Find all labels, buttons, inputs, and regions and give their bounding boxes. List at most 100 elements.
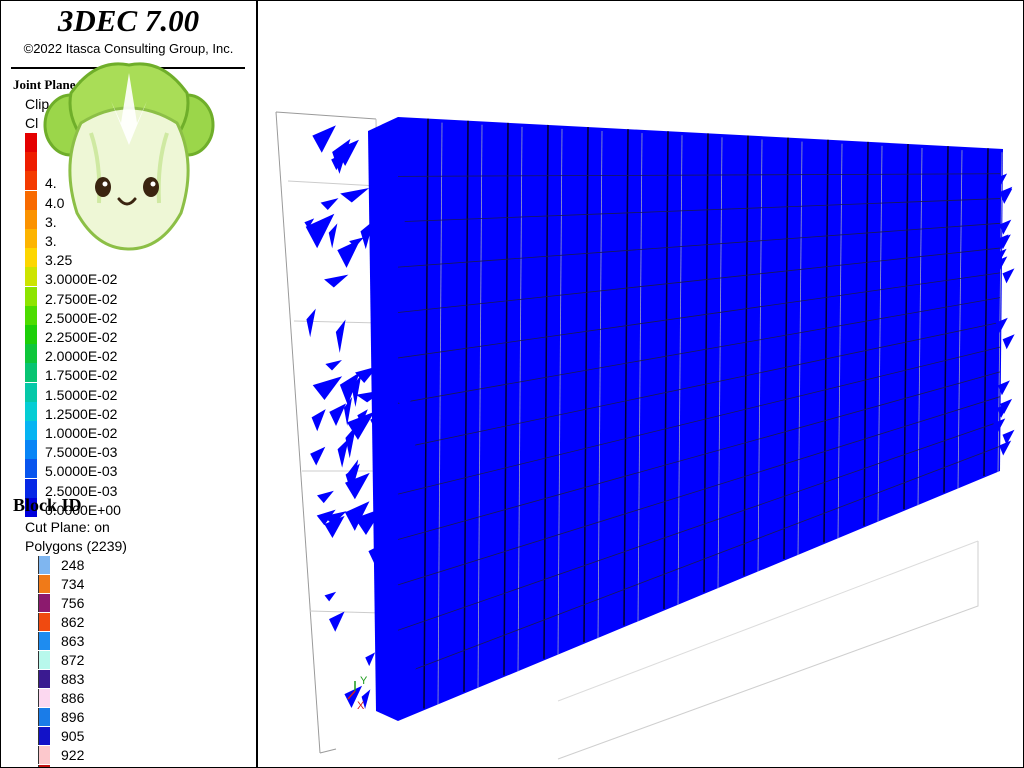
axis-triad: Y X [347,675,368,712]
joint-fragment [329,403,347,427]
joint-scale-label: 5.0000E-03 [45,463,118,480]
joint-fragment [312,376,343,401]
block-id-swatch [38,727,50,745]
column-edge [957,150,963,489]
joint-fragment [317,490,334,504]
block-id-swatch [38,765,50,767]
polygon-count: Polygons (2239) [25,538,127,554]
block-rows [397,173,1001,676]
joint-scale-label: 2.0000E-02 [45,348,118,365]
joint-fragment [312,125,336,153]
joint-fragment [325,360,342,371]
column-divider [623,129,629,626]
joint-fragment [345,425,357,459]
joint-fragment [381,376,400,398]
joint-scale-label: 0.0000E+00 [45,501,121,518]
joint-scale-label: 3.25 [45,252,73,269]
joint-scale-label: 3. [45,213,57,230]
column-edge [437,122,443,705]
joint-fragment [337,438,349,468]
column-divider [543,124,549,659]
joint-fragment [349,237,365,248]
joint-fragment [345,472,370,500]
block-id-swatch [38,613,50,631]
joint-scale-swatch [25,344,37,364]
row-divider [397,321,1001,450]
joint-fragment [339,372,360,406]
column-edge [917,147,923,506]
joint-fragment [371,189,400,207]
block-id-label: 922 [61,747,85,763]
block-id-swatch [38,594,50,612]
joint-fragment [304,218,315,229]
column-divider [983,148,989,476]
joint-fragment [365,652,376,667]
joint-scale-swatch [25,382,37,402]
row-divider [397,445,1001,676]
joint-scale-label: 2.5000E-03 [45,482,118,499]
joint-fragment [335,319,346,353]
joint-scale-label: 7.5000E-03 [45,444,118,461]
joint-fragment [343,396,353,426]
joint-fragment [356,390,384,403]
joint-fragments [304,125,1015,709]
column-divider [503,122,509,676]
legend-panel: 3DEC 7.00 ©2022 Itasca Consulting Group,… [1,1,258,767]
axis-y-label: Y [360,675,368,687]
joint-fragment [995,173,1008,189]
clip-line: Cl [25,115,39,131]
joint-scale-swatch [25,478,37,498]
joint-fragment [340,188,370,203]
block-id-swatch [38,746,50,764]
column-divider [663,131,669,609]
joint-scale-label: 3. [45,233,57,249]
joint-fragment [994,248,1007,264]
block-id-label: 905 [61,728,85,744]
joint-fragment [323,511,347,526]
joint-fragment [324,515,345,538]
joint-scale-label: 2.5000E-02 [45,309,118,326]
block-id-label: 886 [61,690,85,706]
block-id-label: 248 [61,557,85,573]
joint-fragment [392,667,417,694]
joint-scale-swatch [25,305,37,325]
joint-scale-label: 2.7500E-02 [45,290,118,307]
joint-fragment [998,234,1011,250]
joint-fragment [382,438,409,452]
column-divider [583,127,589,643]
row-divider [397,346,1001,495]
joint-scale-swatch [25,171,37,191]
block-legend-heading: Block ID [13,495,82,515]
joint-fragment [306,308,316,338]
joint-fragment [368,544,383,563]
column-edge [637,133,643,622]
joint-fragment [1000,188,1013,204]
row-divider [397,297,1001,404]
clip-line: Clip [25,96,50,112]
row-divider [397,173,1001,177]
block-id-label: 872 [61,652,85,668]
joint-fragment [396,436,419,468]
axis-x-label: X [357,700,365,712]
joint-plane-block [368,117,1003,721]
joint-scale-swatch [25,459,37,479]
joint-fragment [305,213,335,249]
joint-fragment [378,163,389,175]
joint-scale-swatch [25,229,37,248]
row-divider [397,272,1001,359]
block-id-swatch [38,689,50,707]
joint-fragment [310,446,326,466]
joint-fragment [388,505,402,537]
joint-scale-swatch [25,325,37,344]
joint-fragment [999,219,1012,235]
joint-fragment [344,501,370,531]
joint-fragment [1000,398,1013,414]
column-divider [743,135,749,576]
row-divider [397,371,1001,540]
joint-scale-swatch [25,133,37,152]
column-divider [863,141,869,526]
joint-fragment [381,258,401,274]
joint-scale-label: 1.7500E-02 [45,367,118,384]
model-viewport[interactable]: Y X [258,1,1023,767]
joint-scale-swatch [25,363,37,383]
